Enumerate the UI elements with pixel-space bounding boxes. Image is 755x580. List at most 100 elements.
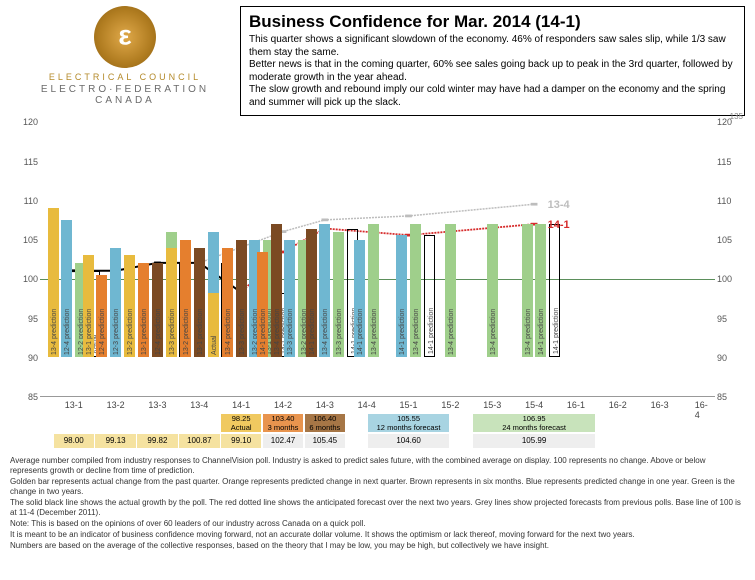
bar: 14-1 prediction bbox=[535, 224, 546, 357]
logo-line1: ELECTRICAL COUNCIL bbox=[10, 72, 240, 82]
bar: 13-4 prediction bbox=[445, 224, 456, 357]
bar: 13-4 prediction bbox=[522, 224, 533, 357]
bar-label: 13-3 prediction bbox=[287, 309, 294, 355]
bar-label: 14-1 prediction bbox=[357, 309, 364, 355]
bar-label: 13-1 prediction bbox=[86, 309, 93, 355]
bar-label: 12-4 prediction bbox=[99, 309, 106, 355]
bar: 14-1 prediction bbox=[257, 252, 268, 357]
logo-icon bbox=[94, 6, 156, 68]
legend-cell: 106.9524 months forecast bbox=[473, 414, 595, 432]
legend-value: 105.99 bbox=[473, 434, 595, 448]
y-axis-left: 859095100105110115120 bbox=[10, 122, 38, 397]
bar-label: 14-1 prediction bbox=[260, 309, 267, 355]
bar-label: 12-4 prediction bbox=[64, 309, 71, 355]
bar-label: 14-1 prediction bbox=[553, 308, 560, 354]
bar: 13-3 prediction bbox=[166, 248, 177, 358]
bar-label: 13-4 prediction bbox=[51, 309, 58, 355]
bar-label: 13-4 prediction bbox=[413, 309, 420, 355]
bar-label: 14-1 prediction bbox=[309, 309, 316, 355]
series-label: 14-1 bbox=[548, 219, 570, 231]
bar-label: 13-3 prediction bbox=[336, 309, 343, 355]
bar: 12-4 prediction bbox=[96, 275, 107, 357]
logo-line2: ELECTRO·FEDERATION CANADA bbox=[10, 84, 240, 106]
legend-value: 98.00 bbox=[54, 434, 95, 448]
footnote-line: Note: This is based on the opinions of o… bbox=[10, 519, 745, 529]
bar: 14-1 prediction bbox=[424, 235, 435, 357]
bar: 14-1 prediction bbox=[354, 240, 365, 357]
bar: 13-4 prediction bbox=[410, 224, 421, 357]
bar-label: 13-4 prediction bbox=[525, 309, 532, 355]
bar-label: 14-1 prediction bbox=[428, 308, 435, 354]
x-label: 15-4 bbox=[525, 400, 543, 410]
plot-area: 13-4 prediction12-4 prediction12-2 predi… bbox=[40, 122, 715, 397]
bar-label: Actual bbox=[211, 336, 218, 355]
legend-value: 104.60 bbox=[368, 434, 449, 448]
page-title: Business Confidence for Mar. 2014 (14-1) bbox=[249, 11, 736, 32]
legend-value: 99.13 bbox=[95, 434, 136, 448]
header: ELECTRICAL COUNCIL ELECTRO·FEDERATION CA… bbox=[0, 0, 755, 118]
summary-p2: Better news is that in the coming quarte… bbox=[249, 59, 736, 84]
x-label: 15-2 bbox=[441, 400, 459, 410]
bar: Actual bbox=[208, 293, 219, 358]
footnote-line: Numbers are based on the average of the … bbox=[10, 541, 745, 551]
bar: 14-1 prediction bbox=[306, 229, 317, 357]
bar-label: 12-4 prediction bbox=[155, 309, 162, 355]
bar-label: 13-4 prediction bbox=[225, 309, 232, 355]
bar: 13-2 prediction bbox=[180, 240, 191, 357]
bar-label: 13-1 prediction bbox=[141, 309, 148, 355]
bar-label: 14-1 prediction bbox=[399, 309, 406, 355]
x-label: 16-1 bbox=[567, 400, 585, 410]
x-label: 14-1 bbox=[232, 400, 250, 410]
bar: 13-4 prediction bbox=[271, 224, 282, 357]
legend-cell: 106.406 months bbox=[305, 414, 346, 432]
bar-label: 13-4 prediction bbox=[371, 309, 378, 355]
bar: 12-4 prediction bbox=[152, 263, 163, 357]
legend-value: 99.10 bbox=[221, 434, 262, 448]
bar-label: 12-3 prediction bbox=[113, 309, 120, 355]
top-right-tick: 135 bbox=[730, 112, 743, 121]
x-label: 14-2 bbox=[274, 400, 292, 410]
bar-label: 13-4 prediction bbox=[490, 309, 497, 355]
x-label: 13-2 bbox=[107, 400, 125, 410]
bar: 13-4 prediction bbox=[48, 208, 59, 357]
bar: 13-4 prediction bbox=[319, 224, 330, 357]
x-label: 15-1 bbox=[400, 400, 418, 410]
bar: 12-4 prediction bbox=[61, 220, 72, 357]
footnote-line: Average number compiled from industry re… bbox=[10, 456, 745, 476]
bar-label: 13-2 prediction bbox=[127, 309, 134, 355]
bar: 13-3 prediction bbox=[236, 240, 247, 357]
x-label: 13-4 bbox=[190, 400, 208, 410]
bar: 13-3 prediction bbox=[333, 232, 344, 357]
x-label: 13-3 bbox=[148, 400, 166, 410]
bar-label: 13-4 prediction bbox=[448, 309, 455, 355]
legend-strip: 98.25Actual103.403 months106.406 months1… bbox=[40, 414, 715, 452]
bar: 12-3 prediction bbox=[110, 248, 121, 358]
legend-cell: 98.25Actual bbox=[221, 414, 262, 432]
footnote-line: The solid black line shows the actual gr… bbox=[10, 498, 745, 518]
bar-label: 13-4 prediction bbox=[274, 309, 281, 355]
bar: 13-1 prediction bbox=[194, 248, 205, 358]
x-label: 16-2 bbox=[609, 400, 627, 410]
logo-block: ELECTRICAL COUNCIL ELECTRO·FEDERATION CA… bbox=[10, 6, 240, 116]
bar-label: 13-2 prediction bbox=[183, 309, 190, 355]
legend-cell: 105.5512 months forecast bbox=[368, 414, 449, 432]
x-axis: 13-113-213-313-414-114-214-314-415-115-2… bbox=[40, 400, 715, 414]
bar: 14-1 prediction bbox=[396, 235, 407, 357]
legend-value: 105.45 bbox=[305, 434, 346, 448]
series-label: 13-4 bbox=[548, 199, 570, 211]
bar-label: 13-3 prediction bbox=[239, 309, 246, 355]
bar-label: 13-1 prediction bbox=[197, 309, 204, 355]
x-label: 14-3 bbox=[316, 400, 334, 410]
x-label: 16-3 bbox=[651, 400, 669, 410]
title-box: Business Confidence for Mar. 2014 (14-1)… bbox=[240, 6, 745, 116]
footnotes: Average number compiled from industry re… bbox=[10, 456, 745, 551]
bar: 13-1 prediction bbox=[138, 263, 149, 357]
bar: 13-1 prediction bbox=[83, 255, 94, 357]
bar-label: 13-4 prediction bbox=[322, 309, 329, 355]
x-label: 13-1 bbox=[65, 400, 83, 410]
chart: 859095100105110115120 859095100105110115… bbox=[10, 122, 745, 452]
bar-label: 14-1 prediction bbox=[538, 309, 545, 355]
bar: 13-4 prediction bbox=[487, 224, 498, 357]
legend-value: 99.82 bbox=[137, 434, 178, 448]
footnote-line: It is meant to be an indicator of busine… bbox=[10, 530, 745, 540]
